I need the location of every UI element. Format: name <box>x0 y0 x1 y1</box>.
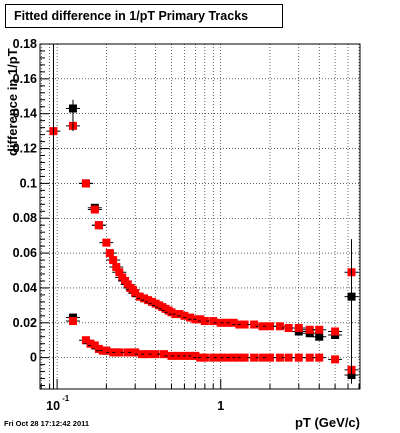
red-data-point <box>191 351 200 360</box>
y-tick-label: 0.04 <box>13 281 37 295</box>
y-tick-label: 0 <box>30 351 37 365</box>
red-data-point <box>275 353 284 362</box>
red-data-point <box>167 308 176 317</box>
red-data-point <box>196 315 205 324</box>
red-data-point <box>265 353 274 362</box>
red-data-point <box>305 353 314 362</box>
red-data-point <box>86 339 95 348</box>
red-data-point <box>94 221 103 230</box>
points-layer <box>46 44 359 389</box>
black-data-point <box>315 332 324 341</box>
red-data-point <box>315 353 324 362</box>
red-data-point <box>102 346 111 355</box>
red-data-point <box>331 355 340 364</box>
red-data-point <box>229 318 238 327</box>
red-data-point <box>250 320 259 329</box>
timestamp: Fri Oct 28 17:12:42 2011 <box>4 419 90 428</box>
x-tick-label: 1 <box>217 399 224 413</box>
red-data-point <box>81 179 90 188</box>
red-data-point <box>258 353 267 362</box>
y-tick-label: 0.1 <box>20 176 37 190</box>
x-axis-label: pT (GeV/c) <box>295 415 360 430</box>
y-axis-label: difference in 1/pT <box>5 48 20 156</box>
red-data-point <box>315 325 324 334</box>
red-data-point <box>131 348 140 357</box>
red-data-point <box>151 350 160 359</box>
y-tick-label: 0.12 <box>13 142 37 156</box>
red-data-point <box>258 322 267 331</box>
red-data-point <box>112 263 121 272</box>
red-data-point <box>175 310 184 319</box>
red-data-point <box>275 322 284 331</box>
red-data-point <box>305 325 314 334</box>
red-data-point <box>294 353 303 362</box>
red-data-point <box>68 317 77 326</box>
tick-layer: 0 0.02 0.04 0.06 0.08 0.1 0.12 0.14 0.16 0.18 10-1… <box>13 37 360 413</box>
red-data-point <box>90 341 99 350</box>
plot-frame <box>39 43 361 390</box>
red-data-point <box>186 313 195 322</box>
red-data-point <box>90 205 99 214</box>
red-data-point <box>144 350 153 359</box>
red-data-point <box>109 256 118 265</box>
red-data-point <box>240 320 249 329</box>
red-data-point <box>140 294 149 303</box>
x-tick-label: 10 <box>46 399 60 413</box>
red-data-point <box>265 322 274 331</box>
red-data-point <box>135 292 144 301</box>
red-data-point <box>102 238 111 247</box>
red-data-point <box>240 353 249 362</box>
red-data-point <box>123 348 132 357</box>
red-data-point <box>294 324 303 333</box>
red-data-point <box>105 249 114 258</box>
red-data-point <box>331 327 340 336</box>
red-data-point <box>250 353 259 362</box>
y-tick-label: 0.02 <box>13 316 37 330</box>
y-tick-label: 0.14 <box>13 107 37 121</box>
chart-title: Fitted difference in 1/pT Primary Tracks <box>5 4 283 28</box>
red-data-point <box>209 353 218 362</box>
red-data-point <box>131 289 140 298</box>
red-data-point <box>284 324 293 333</box>
red-data-point <box>115 348 124 357</box>
red-data-point <box>159 350 168 359</box>
red-data-point <box>115 268 124 277</box>
y-tick-label: 0.18 <box>13 37 37 51</box>
y-tick-label: 0.06 <box>13 246 37 260</box>
red-data-point <box>209 317 218 326</box>
y-tick-label: 0.08 <box>13 211 37 225</box>
red-data-point <box>180 311 189 320</box>
y-tick-label: 0.16 <box>13 72 37 86</box>
red-data-point <box>200 353 209 362</box>
x-tick-exponent: -1 <box>62 394 70 403</box>
red-data-point <box>284 353 293 362</box>
red-data-point <box>200 317 209 326</box>
red-data-point <box>81 336 90 345</box>
